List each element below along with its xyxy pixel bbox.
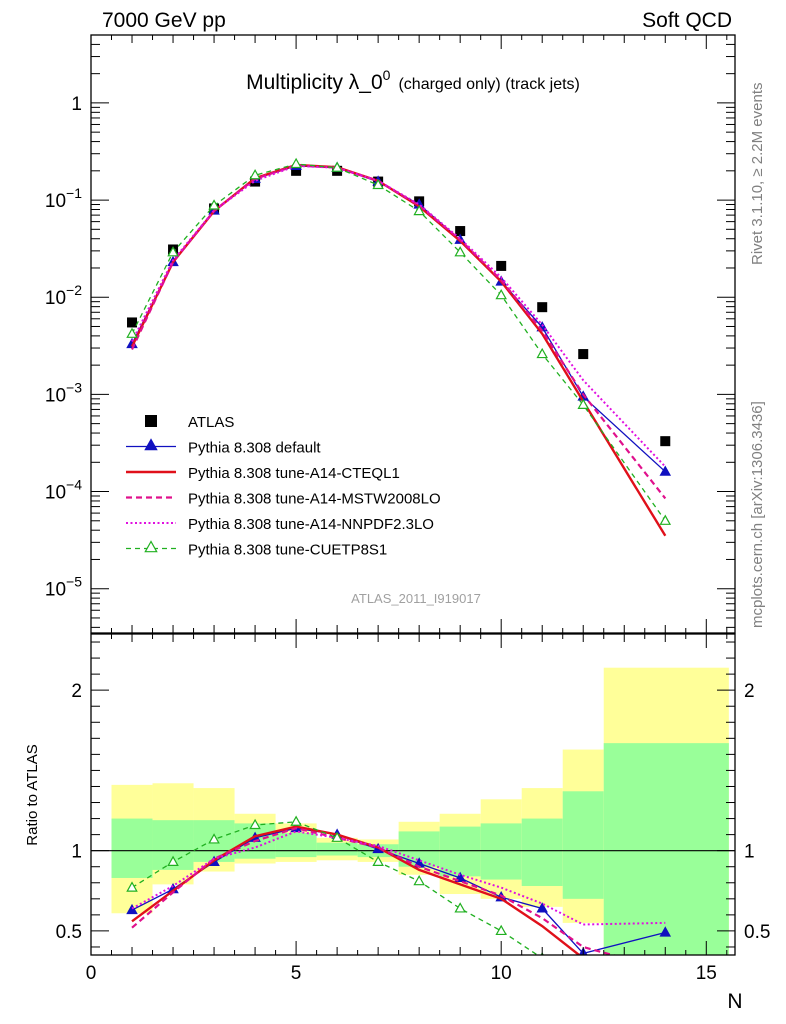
ratio-cuetp8s1-point-8 xyxy=(413,874,425,886)
legend-item-pythia-8-308-tune-cuetp8s1: Pythia 8.308 tune-CUETP8S1 xyxy=(126,540,387,559)
cuetp8s1-point-4 xyxy=(249,169,261,180)
x-axis-label: N xyxy=(727,990,742,1013)
cuetp8s1-point-1 xyxy=(126,327,138,338)
ratio-cuetp8s1-point-1 xyxy=(126,881,138,892)
main-panel: 1 10−1 10−2 10−3 10−4 10−5 xyxy=(45,34,736,634)
uncertainty-bands xyxy=(111,667,729,955)
ratio-line-pythia-8-308-tune-a14-cteql1 xyxy=(131,825,582,955)
ratio-default-point-11 xyxy=(536,902,548,913)
legend-marker-cuetp8s1 xyxy=(144,540,158,553)
x-tick-label-10: 10 xyxy=(491,963,512,984)
legend-label-pythia-8-308-tune-cuetp8s1: Pythia 8.308 tune-CUETP8S1 xyxy=(188,542,387,559)
ratio-cuetp8s1-point-10 xyxy=(495,924,507,936)
atlas-point-5 xyxy=(291,165,302,176)
legend-item-pythia-8-308-tune-a14-nnpdf2-3lo: Pythia 8.308 tune-A14-NNPDF2.3LO xyxy=(126,516,434,533)
ratio-cuetp8s1-point-4 xyxy=(249,818,261,830)
legend-marker-atlas xyxy=(145,415,157,427)
main-frame xyxy=(90,34,736,634)
legend-label-pythia-8-308-tune-a14-mstw2008lo: Pythia 8.308 tune-A14-MSTW2008LO xyxy=(188,491,441,508)
x-tick-label-15: 15 xyxy=(696,963,717,984)
ratio-cuetp8s1-point-2 xyxy=(167,855,179,867)
ratio-y-tick-left-2: 2 xyxy=(71,681,82,702)
ratio-cuetp8s1-point-9 xyxy=(454,902,466,913)
cuetp8s1-point-11 xyxy=(536,347,548,359)
ratio-y-tick-left-1: 1 xyxy=(71,842,82,863)
ratio-y-tick-right-0.5: 0.5 xyxy=(744,922,770,943)
legend-item-pythia-8-308-default: Pythia 8.308 default xyxy=(126,438,321,457)
plot-title: Multiplicity λ_00(charged only) (track j… xyxy=(246,67,580,94)
atlas-point-14 xyxy=(660,436,671,447)
ratio-cuetp8s1-point-12 xyxy=(578,958,588,967)
legend-label-atlas: ATLAS xyxy=(188,414,234,431)
cuetp8s1-point-9 xyxy=(454,246,466,257)
cuetp8s1-point-5 xyxy=(290,157,302,169)
y-tick-label-0: 1 xyxy=(71,94,82,115)
ratio-line-pythia-8-308-tune-a14-nnpdf2-3lo xyxy=(131,830,666,926)
ratio-series-pythia-8-308-tune-a14-cteql1 xyxy=(131,825,582,955)
atlas-point-10 xyxy=(496,260,507,271)
x-tick-label-0: 0 xyxy=(86,963,97,984)
cuetp8s1-point-10 xyxy=(495,288,507,300)
cuetp8s1-point-7 xyxy=(372,178,384,190)
cuetp8s1-point-14 xyxy=(659,514,672,525)
ratio-panel: 0 5 10 15 0.5 0.5 1 1 2 2 xyxy=(56,633,770,991)
legend-item-atlas: ATLAS xyxy=(145,414,234,431)
y-tick-label-2: 10−2 xyxy=(45,282,82,309)
ratio-y-tick-right-1: 1 xyxy=(744,842,755,863)
band-green-5 xyxy=(316,842,358,856)
cuetp8s1-point-3 xyxy=(208,199,220,210)
band-green-12 xyxy=(603,743,729,955)
band-green-11 xyxy=(562,791,604,899)
legend-item-pythia-8-308-tune-a14-mstw2008lo: Pythia 8.308 tune-A14-MSTW2008LO xyxy=(126,491,441,508)
y-tick-label-3: 10−3 xyxy=(45,379,82,406)
ratio-y-tick-left-0.5: 0.5 xyxy=(56,922,82,943)
series-atlas xyxy=(127,165,671,447)
atlas-point-12 xyxy=(578,349,589,360)
mcplots-label: mcplots.cern.ch [arXiv:1306.3436] xyxy=(749,401,766,628)
default-point-14 xyxy=(659,465,672,476)
ratio-y-tick-right-2: 2 xyxy=(744,681,755,702)
ratio-cuetp8s1-point-7 xyxy=(372,855,384,867)
legend-label-pythia-8-308-tune-a14-nnpdf2-3lo: Pythia 8.308 tune-A14-NNPDF2.3LO xyxy=(188,516,434,533)
legend-marker-default xyxy=(144,438,158,451)
analysis-watermark: ATLAS_2011_I919017 xyxy=(351,591,481,606)
cuetp8s1-point-2 xyxy=(167,246,179,257)
ratio-series-pythia-8-308-tune-a14-nnpdf2-3lo xyxy=(131,830,666,926)
atlas-point-1 xyxy=(127,317,138,328)
y-tick-label-4: 10−4 xyxy=(45,477,82,504)
energy-label: 7000 GeV pp xyxy=(102,9,226,32)
legend-label-pythia-8-308-default: Pythia 8.308 default xyxy=(188,440,321,457)
ratio-axis-label: Ratio to ATLAS xyxy=(24,744,41,845)
band-green-9 xyxy=(480,823,522,880)
atlas-point-9 xyxy=(455,226,466,237)
cuetp8s1-point-6 xyxy=(331,161,343,172)
atlas-point-11 xyxy=(537,302,548,313)
band-green-0 xyxy=(111,818,153,878)
legend-label-pythia-8-308-tune-a14-cteql1: Pythia 8.308 tune-A14-CTEQL1 xyxy=(188,465,400,482)
ratio-series-pythia-8-308-tune-cuetp8s1 xyxy=(126,815,671,991)
ratio-default-point-1 xyxy=(126,903,138,915)
y-tick-label-1: 10−1 xyxy=(45,185,82,212)
cuetp8s1-point-8 xyxy=(413,204,425,216)
process-label: Soft QCD xyxy=(642,9,732,32)
ratio-cuetp8s1-point-5 xyxy=(290,815,302,826)
ratio-cuetp8s1-point-3 xyxy=(208,833,220,844)
series-pythia-8-308-tune-cuetp8s1 xyxy=(126,157,672,525)
cuetp8s1-point-12 xyxy=(577,398,590,409)
legend-item-pythia-8-308-tune-a14-cteql1: Pythia 8.308 tune-A14-CTEQL1 xyxy=(126,465,400,482)
ratio-frame xyxy=(90,633,736,956)
y-tick-label-5: 10−5 xyxy=(45,574,82,601)
rivet-label: Rivet 3.1.10, ≥ 2.2M events xyxy=(749,83,766,266)
ratio-default-point-14 xyxy=(659,926,672,937)
ratio-cuetp8s1-point-14 xyxy=(661,982,671,991)
legend: ATLAS Pythia 8.308 default Pythia 8.308 tu… xyxy=(126,414,441,559)
band-green-10 xyxy=(521,818,563,886)
band-green-8 xyxy=(439,826,481,877)
ratio-cuetp8s1-point-6 xyxy=(331,831,343,842)
x-tick-label-5: 5 xyxy=(291,963,302,984)
